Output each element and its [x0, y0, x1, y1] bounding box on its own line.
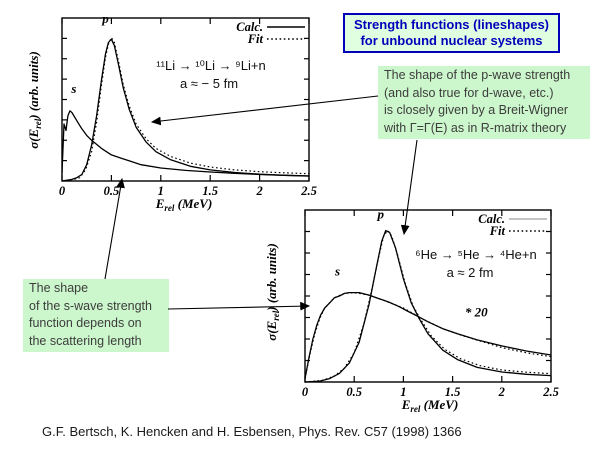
connector-s-wave-to-he-plot [167, 301, 311, 311]
slide-title: Strength functions (lineshapes) for unbo… [343, 13, 560, 53]
y-label-sub: rel [271, 310, 281, 321]
x-tick-label: 2.5 [542, 385, 559, 399]
li-plot: 0 0.5 1 1.5 2 2.5 s p Calc.Fit [59, 11, 317, 198]
he-plot-x-axis-label: Erel (MeV) [401, 397, 459, 414]
he-plot-y-axis-label: σ(Erel) (arb. units) [264, 243, 281, 341]
li-scattering-length-label: a ≈ − 5 fm [179, 76, 239, 91]
curve-label-20: * 20 [465, 305, 488, 320]
x-tick-label: 1 [158, 184, 164, 198]
x-label-prefix: E [401, 397, 411, 412]
legend-label-calc: Calc. [236, 20, 263, 34]
li-plot-y-axis-label: σ(Erel) (arb. units) [26, 51, 43, 149]
x-tick-label: 0.5 [346, 385, 362, 399]
he-plot: 0 0.5 1 1.5 2 2.5 s p * 20 Calc.Fit [302, 207, 559, 399]
he-scattering-length-label: a ≈ 2 fm [446, 265, 494, 280]
citation: G.F. Bertsch, K. Hencken and H. Esbensen… [42, 424, 462, 439]
x-tick-label: 1.5 [202, 184, 218, 198]
li-plot-x-axis-label: Erel (MeV) [155, 196, 213, 213]
x-label-sub: rel [410, 404, 421, 414]
x-label-suffix: (MeV) [420, 397, 459, 412]
legend-label-fit: Fit [489, 224, 506, 238]
x-label-prefix: E [155, 196, 165, 211]
curve-s-wave-calc-x20- [304, 291, 552, 379]
p-wave-callout: The shape of the p-wave strength (and al… [378, 66, 590, 139]
x-tick-label: 2.5 [300, 184, 317, 198]
curve-s-wave-calc- [61, 110, 310, 177]
x-tick-label: 0 [59, 184, 66, 198]
y-label-sub: rel [33, 118, 43, 129]
curve-label-p: p [101, 11, 109, 26]
x-tick-label: 0 [302, 385, 309, 399]
x-tick-label: 2 [255, 184, 262, 198]
y-label-suffix: ) (arb. units) [26, 51, 41, 119]
y-label-prefix: σ(E [26, 128, 41, 149]
he-reaction-label: ⁶He → ⁵He → ⁴He+n [415, 247, 537, 262]
li-reaction-label: ¹¹Li → ¹⁰Li → ⁹Li+n [156, 58, 266, 73]
x-tick-label: 0.5 [104, 184, 120, 198]
x-label-suffix: (MeV) [174, 196, 213, 211]
s-wave-callout: The shape of the s-wave strength functio… [23, 279, 169, 352]
curve-label-p: p [377, 207, 385, 222]
legend-label-fit: Fit [247, 32, 264, 46]
curve-label-s: s [70, 81, 76, 96]
curve-p-wave-calc- [61, 38, 310, 182]
x-tick-label: 1.5 [445, 385, 461, 399]
y-label-suffix: ) (arb. units) [264, 243, 279, 311]
plot-frame [304, 209, 552, 383]
legend-label-calc: Calc. [478, 212, 505, 226]
x-tick-label: 2 [498, 385, 505, 399]
y-label-prefix: σ(E [264, 320, 279, 341]
x-label-sub: rel [164, 203, 175, 213]
curve-label-s: s [334, 263, 340, 278]
curve-s-wave-fit-x20- [304, 291, 552, 379]
x-tick-label: 1 [400, 385, 406, 399]
